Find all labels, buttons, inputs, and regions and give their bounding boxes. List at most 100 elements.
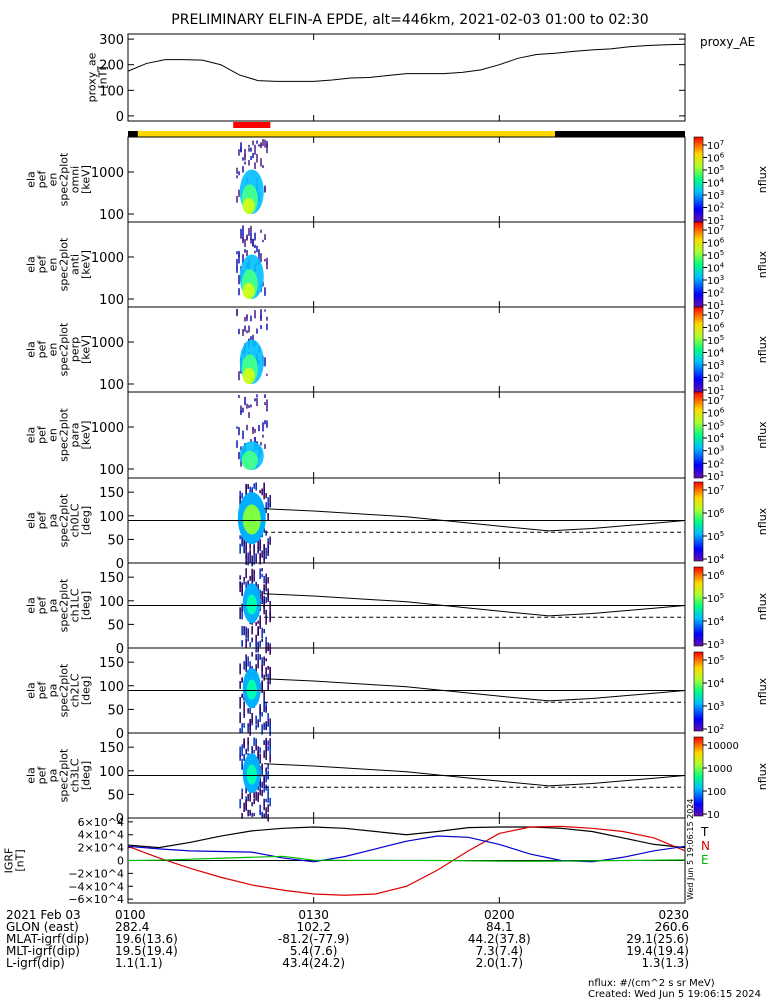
spectrogram-cell: [269, 677, 271, 685]
spectrogram-blob: [242, 368, 255, 384]
spectrogram-blob: [246, 764, 257, 785]
pitch-ylabel-line: pa: [47, 769, 60, 783]
spectrogram-cell: [257, 746, 259, 756]
spectrogram-cell: [260, 442, 262, 446]
spectrogram-cell: [248, 227, 250, 236]
spectrogram-cell: [265, 745, 267, 750]
spectrogram-cell: [267, 713, 269, 722]
spectrogram-cell: [245, 546, 247, 558]
colorbar-tick-label: 107: [707, 309, 724, 322]
spectrogram-cell: [239, 755, 241, 761]
spectrogram-cell: [236, 426, 238, 429]
spectrogram-cell: [246, 234, 248, 241]
spectrogram-cell: [264, 402, 266, 406]
spectrogram-cell: [269, 607, 271, 614]
spectrogram-cell: [245, 800, 247, 811]
spectrogram-cell: [267, 785, 269, 794]
spectrogram-cell: [241, 693, 243, 698]
energy-ylabel-line: en: [47, 173, 60, 187]
colorbar: [693, 221, 704, 308]
y-tick-label: 1000: [91, 166, 124, 181]
y-tick-label: 100: [99, 208, 124, 223]
spectrogram-cell: [239, 697, 241, 709]
pitch-ylabel-line: ela: [25, 512, 38, 529]
spectrogram-cell: [265, 737, 267, 748]
igrf-line-green: [127, 855, 686, 862]
spectrogram-cell: [257, 653, 259, 661]
spectrogram-cell: [260, 229, 262, 233]
spectrogram-cell: [256, 245, 258, 253]
spectrogram-cell: [264, 309, 266, 312]
spectrogram-cell: [253, 791, 255, 798]
y-tick-label: 50: [107, 533, 124, 548]
spectrogram-cell: [257, 794, 259, 800]
spectrogram-cell: [261, 627, 263, 639]
spectrogram-cell: [247, 637, 249, 642]
energy-panel-frame: [127, 221, 686, 308]
spectrogram-cell: [247, 725, 249, 734]
spectrogram-cell: [238, 253, 240, 264]
spectrogram-cell: [269, 666, 271, 678]
spectrogram-cell: [246, 424, 248, 431]
y-tick-label: 150: [99, 571, 124, 586]
spectrogram-blob: [246, 679, 257, 700]
spectrogram-cell: [252, 238, 254, 246]
spectrogram-cell: [257, 784, 259, 791]
spectrogram-cell: [263, 750, 265, 759]
spectrogram-cell: [267, 665, 269, 670]
spectrogram-cell: [245, 538, 247, 550]
y-tick-label: 50: [107, 618, 124, 633]
spectrogram-cell: [248, 147, 250, 152]
spectrogram-cell: [256, 394, 258, 398]
spectrogram-cell: [248, 325, 250, 333]
spectrogram-cell: [242, 329, 244, 336]
spectrogram-cell: [244, 239, 246, 248]
spectrogram-cell: [247, 723, 249, 727]
spectrogram-cell: [244, 161, 246, 165]
spectrogram-cell: [266, 420, 268, 428]
pitch-ylabel-line: spec2plot: [58, 748, 71, 802]
spectrogram-cell: [249, 718, 251, 727]
colorbar-tick-label: 103: [707, 638, 724, 651]
spectrogram-cell: [248, 412, 250, 418]
spectrogram-cell: [259, 621, 261, 629]
spectrogram-cell: [257, 657, 259, 669]
y-tick-label: −2×10^4: [68, 867, 124, 880]
spectrogram-cell: [267, 681, 269, 691]
spectrogram-cell: [240, 146, 242, 153]
spectrogram-cell: [238, 328, 240, 335]
spectrogram-cell: [253, 483, 255, 489]
colorbar-tick-label: 106: [707, 569, 725, 582]
spectrogram-cell: [241, 677, 243, 683]
spectrogram-cell: [265, 658, 267, 662]
spectrogram-cell: [244, 249, 246, 253]
spectrogram-cell: [263, 674, 265, 681]
colorbar-tick-label: 105: [707, 249, 724, 262]
spectrogram-cell: [241, 603, 243, 612]
spectrogram-cell: [243, 701, 245, 706]
colorbar-tick-label: 102: [707, 287, 724, 300]
spectrogram-cell: [242, 254, 244, 265]
spectrogram-cell: [265, 502, 267, 514]
spectrogram-cell: [265, 770, 267, 783]
spectrogram-cell: [263, 584, 265, 591]
spectrogram-cell: [267, 763, 269, 770]
spectrogram-cell: [265, 493, 267, 499]
spectrogram-cell: [239, 681, 241, 689]
spectrogram-cell: [238, 394, 240, 398]
energy-ylabel-line: pef: [36, 255, 49, 274]
spectrogram-cell: [258, 424, 260, 432]
spectrogram-cell: [254, 310, 256, 319]
spectrogram-cell: [269, 738, 271, 748]
spectrogram-cell: [259, 539, 261, 549]
spectrogram-cell: [258, 249, 260, 258]
colorbar-tick-label: 105: [707, 592, 724, 605]
spectrogram-cell: [252, 426, 254, 434]
spectrogram-cell: [260, 158, 262, 167]
colorbar-tick-label: 104: [707, 677, 725, 690]
spectrogram-cell: [263, 740, 265, 744]
y-tick-label: 100: [99, 765, 124, 780]
spectrogram-cell: [255, 740, 257, 751]
colorbar-tick-label: 101: [707, 299, 724, 312]
spectrogram-cell: [264, 259, 266, 262]
